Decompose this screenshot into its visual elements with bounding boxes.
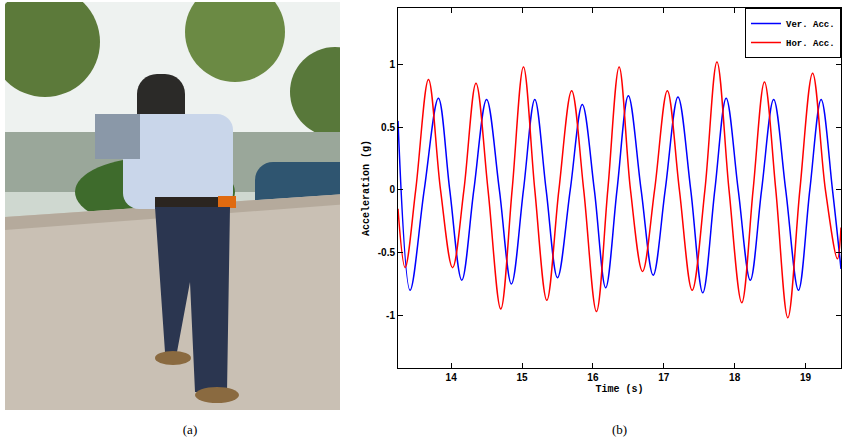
svg-text:16: 16	[587, 372, 599, 383]
svg-text:0: 0	[389, 184, 395, 195]
html-text:(b): (b)	[611, 422, 628, 437]
html-text:(a): (a)	[182, 422, 198, 437]
svg-text:-0.5: -0.5	[378, 247, 396, 258]
svg-text:14: 14	[446, 372, 458, 383]
svg-text:1: 1	[389, 59, 395, 70]
svg-text:0.5: 0.5	[381, 122, 395, 133]
svg-text:Hor. Acc.: Hor. Acc.	[786, 39, 835, 49]
svg-text:18: 18	[729, 372, 741, 383]
svg-text:Time (s): Time (s)	[595, 384, 643, 395]
svg-text:-1: -1	[386, 310, 395, 321]
svg-text:Ver. Acc.: Ver. Acc.	[786, 20, 835, 30]
svg-text:19: 19	[800, 372, 812, 383]
svg-text:15: 15	[516, 372, 528, 383]
svg-text:Acceleration (g): Acceleration (g)	[361, 140, 372, 236]
svg-text:17: 17	[658, 372, 670, 383]
